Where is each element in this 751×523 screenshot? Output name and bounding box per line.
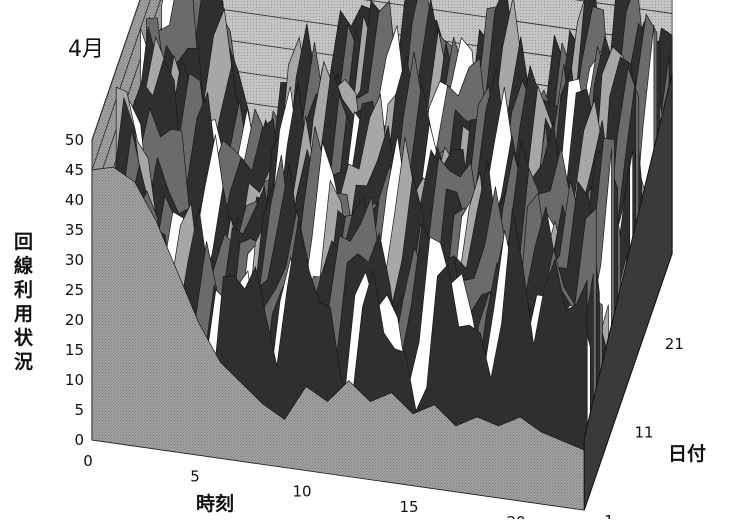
x-tick-label: 10 xyxy=(292,483,311,501)
x-tick-label: 20 xyxy=(506,513,525,519)
z-tick-label: 45 xyxy=(65,161,84,179)
chart-title: 4月 xyxy=(68,37,104,62)
surface-row-day-1 xyxy=(91,166,585,511)
x-tick-label: 5 xyxy=(190,467,200,485)
z-tick-label: 50 xyxy=(65,131,84,149)
day-tick-label: 11 xyxy=(635,424,654,442)
z-tick-label: 25 xyxy=(65,281,84,299)
z-tick-label: 20 xyxy=(65,311,84,329)
z-axis-title-char: 線 xyxy=(14,254,33,277)
z-axis-title-char: 況 xyxy=(14,350,33,373)
chart-surface xyxy=(91,0,673,511)
z-axis-title-char: 利 xyxy=(14,279,33,301)
x-tick-label: 0 xyxy=(83,452,93,470)
x-axis-title: 時刻 xyxy=(196,492,234,515)
end-wall xyxy=(583,73,673,511)
gridline xyxy=(91,0,151,171)
gridline xyxy=(91,0,141,141)
day-tick-label: 21 xyxy=(665,335,684,353)
z-axis-title-char: 状 xyxy=(14,326,34,349)
z-tick-label: 40 xyxy=(65,191,84,209)
z-tick-label: 35 xyxy=(65,221,84,239)
y-axis-title: 日付 xyxy=(668,442,706,465)
chart-labels: 4月 時刻 日付 0510152025303540455005101520111… xyxy=(14,37,706,523)
x-tick-label: 15 xyxy=(399,498,418,516)
z-axis-title-char: 回 xyxy=(14,231,33,253)
z-tick-label: 0 xyxy=(74,431,84,449)
z-tick-label: 30 xyxy=(65,251,84,269)
z-tick-label: 10 xyxy=(65,371,84,389)
z-tick-label: 15 xyxy=(65,341,84,359)
z-axis-title-char: 用 xyxy=(14,303,33,325)
z-tick-label: 5 xyxy=(74,401,84,419)
day-tick-label: 1 xyxy=(604,512,614,519)
